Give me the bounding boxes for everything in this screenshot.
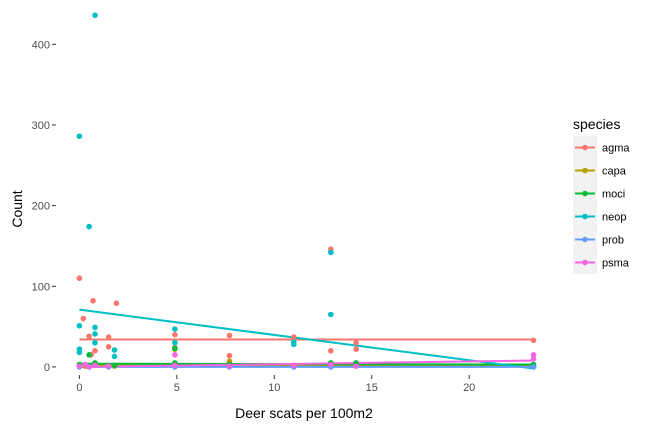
x-axis: 0 5 10 15 20 [76, 375, 475, 394]
point-neop [328, 311, 334, 318]
legend-label: capa [602, 166, 627, 178]
legend-item-capa: capa [573, 159, 627, 182]
point-psma [172, 352, 178, 358]
point-agma [113, 300, 120, 307]
y-tick-label: 200 [32, 201, 50, 213]
point-moci [86, 352, 92, 358]
legend-key-point [582, 259, 588, 266]
legend-key-point [582, 144, 588, 151]
point-neop [92, 331, 98, 337]
point-neop [111, 347, 118, 353]
point-psma [328, 361, 334, 368]
y-tick-label: 100 [32, 281, 50, 293]
legend-item-neop: neop [573, 205, 626, 228]
point-agma [353, 339, 359, 346]
fit-line-neop [79, 308, 534, 370]
point-neop [76, 322, 83, 329]
legend-label: prob [602, 235, 624, 247]
point-psma [172, 362, 178, 369]
legend-key-point [582, 167, 588, 174]
y-tick-label: 400 [32, 39, 50, 51]
legend-item-psma: psma [573, 251, 630, 274]
x-tick-label: 5 [174, 382, 180, 394]
x-tick-label: 15 [366, 382, 378, 394]
point-neop [76, 133, 83, 140]
legend-label: agma [602, 143, 630, 155]
point-neop [76, 349, 83, 356]
point-agma [226, 332, 233, 339]
point-agma [105, 343, 112, 350]
point-agma [353, 346, 359, 352]
legend-label: moci [602, 189, 625, 201]
point-psma [530, 352, 537, 358]
point-psma [92, 362, 98, 369]
point-agma [226, 352, 233, 359]
point-psma [290, 362, 297, 369]
y-axis: 0 100 200 300 400 [32, 39, 56, 374]
legend-title: species [573, 116, 620, 132]
legend-item-agma: agma [573, 136, 630, 159]
point-agma [92, 348, 98, 354]
point-neop [328, 249, 334, 256]
point-neop [92, 12, 98, 19]
point-moci [111, 362, 118, 369]
point-neop [92, 324, 98, 331]
point-moci [172, 345, 178, 352]
point-agma [105, 334, 112, 340]
point-psma [86, 364, 92, 370]
legend-label: psma [602, 258, 630, 270]
y-tick-label: 300 [32, 120, 50, 132]
point-agma [80, 315, 87, 322]
data-points [76, 12, 537, 370]
point-neop [172, 326, 178, 332]
point-agma [90, 297, 96, 304]
y-tick-label: 0 [44, 362, 50, 374]
point-agma [172, 331, 178, 338]
legend: species agma capa moci neop prob psma [573, 116, 630, 274]
x-tick-label: 20 [463, 382, 475, 394]
point-psma [226, 363, 233, 369]
fit-line-psma [79, 359, 534, 368]
point-prob [530, 364, 537, 370]
point-agma [328, 348, 334, 354]
regression-lines [79, 308, 534, 370]
legend-key-point [582, 213, 588, 220]
legend-key-point [582, 190, 588, 197]
legend-label: neop [602, 212, 626, 224]
y-axis-title: Count [9, 190, 25, 227]
point-neop [92, 339, 98, 346]
point-psma [353, 363, 359, 369]
point-agma [530, 337, 537, 344]
x-axis-title: Deer scats per 100m2 [235, 405, 373, 421]
point-agma [76, 275, 83, 282]
point-neop [111, 353, 118, 360]
point-neop [172, 339, 178, 346]
point-psma [76, 363, 83, 369]
point-agma [86, 333, 92, 340]
point-neop [86, 223, 92, 230]
x-tick-label: 0 [76, 382, 82, 394]
point-neop [290, 341, 297, 348]
legend-key-point [582, 236, 588, 243]
x-tick-label: 10 [268, 382, 280, 394]
point-psma [530, 356, 537, 362]
point-psma [105, 363, 112, 369]
point-agma [290, 334, 297, 340]
legend-item-prob: prob [573, 228, 624, 251]
legend-item-moci: moci [573, 182, 625, 205]
